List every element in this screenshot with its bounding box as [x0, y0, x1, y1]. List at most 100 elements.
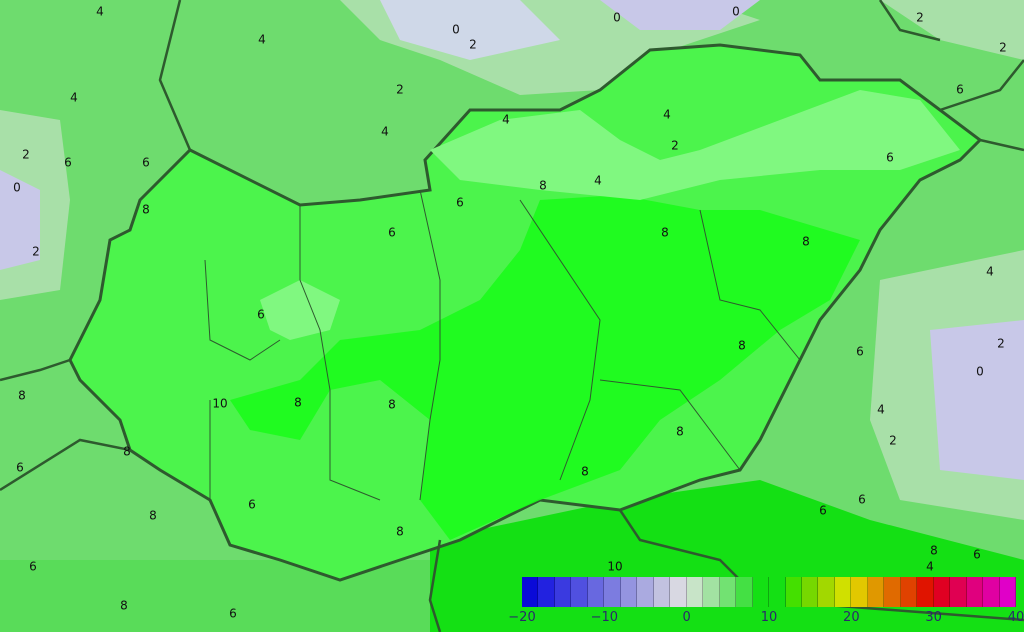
contour-label: 4	[70, 91, 78, 105]
colorbar-segment	[933, 577, 951, 607]
colorbar-segment	[752, 577, 770, 607]
contour-label: 10	[607, 560, 622, 574]
contour-label: 8	[294, 396, 302, 410]
colorbar-segment	[522, 577, 539, 607]
contour-label: 8	[802, 235, 810, 249]
contour-label: 2	[22, 148, 30, 162]
contour-label: 4	[258, 33, 266, 47]
contour-label: 8	[581, 465, 589, 479]
colorbar-tick-label: 30	[925, 610, 942, 625]
county-borders	[204, 189, 801, 501]
colorbar-segment	[538, 577, 555, 607]
colorbar-segment	[999, 577, 1017, 607]
colorbar-tick-label: 20	[843, 610, 860, 625]
contour-label: 6	[16, 461, 24, 475]
contour-label: 6	[456, 196, 464, 210]
contour-label: 6	[886, 151, 894, 165]
contour-label: 6	[819, 504, 827, 518]
colorbar-tick-label: 40	[1007, 610, 1024, 625]
contour-label: 4	[96, 5, 104, 19]
contour-label: 6	[388, 226, 396, 240]
colorbar-tick-label: −10	[590, 610, 619, 625]
contour-label: 0	[613, 11, 621, 25]
contour-label: 6	[229, 607, 237, 621]
colorbar-segment	[736, 577, 753, 607]
contour-label: 8	[120, 599, 128, 613]
contour-label: 4	[877, 403, 885, 417]
cool-patch-north	[430, 90, 960, 200]
contour-label: 6	[973, 548, 981, 562]
contour-label: 8	[388, 398, 396, 412]
contour-label: 6	[142, 156, 150, 170]
contour-label: 2	[916, 11, 924, 25]
contour-label: 0	[976, 365, 984, 379]
contour-label: 8	[738, 339, 746, 353]
contour-label: 4	[381, 125, 389, 139]
colorbar-segment	[818, 577, 835, 607]
colorbar-segment	[834, 577, 852, 607]
contour-label: 6	[858, 493, 866, 507]
colorbar-segment	[769, 577, 786, 607]
contour-label: 6	[956, 83, 964, 97]
colorbar-segment	[719, 577, 737, 607]
contour-label: 8	[539, 179, 547, 193]
contour-label: 6	[856, 345, 864, 359]
colorbar-segment	[571, 577, 588, 607]
contour-label: 4	[663, 108, 671, 122]
contour-label: 4	[594, 174, 602, 188]
contour-label: 8	[930, 544, 938, 558]
contour-label: 8	[123, 445, 131, 459]
colorbar-segment	[983, 577, 1000, 607]
contour-label: 8	[396, 525, 404, 539]
contour-label: 6	[64, 156, 72, 170]
colorbar-segment	[884, 577, 901, 607]
contour-label: 0	[13, 181, 21, 195]
contour-label: 10	[212, 397, 227, 411]
contour-label: 2	[469, 38, 477, 52]
contour-label: 0	[732, 5, 740, 19]
contour-label: 2	[997, 337, 1005, 351]
contour-label: 8	[18, 389, 26, 403]
contour-label: 0	[452, 23, 460, 37]
contour-label: 4	[926, 560, 934, 574]
contour-label: 8	[149, 509, 157, 523]
warm-core	[230, 195, 860, 540]
colorbar-segment	[637, 577, 654, 607]
contour-label: 2	[889, 434, 897, 448]
contour-label: 2	[32, 245, 40, 259]
colorbar-segment	[604, 577, 621, 607]
contour-label: 8	[142, 203, 150, 217]
colorbar-segment	[801, 577, 819, 607]
contour-label: 6	[257, 308, 265, 322]
colorbar-segment	[917, 577, 934, 607]
colorbar	[522, 577, 1017, 607]
contour-label: 6	[29, 560, 37, 574]
colorbar-tick-label: 10	[760, 610, 778, 625]
colorbar-segment	[670, 577, 687, 607]
colorbar-tick-label: 0	[682, 610, 691, 625]
contour-label: 8	[676, 425, 684, 439]
colorbar-segment	[900, 577, 918, 607]
contour-label: 2	[671, 139, 679, 153]
contour-label: 2	[396, 83, 404, 97]
colorbar-segment	[703, 577, 720, 607]
colorbar-segment	[587, 577, 605, 607]
cool-patch-west	[260, 280, 340, 340]
colorbar-ticks: −20 −10 0 10 20 30 40	[508, 610, 1024, 628]
contour-label: 4	[502, 113, 510, 127]
colorbar-segment	[966, 577, 984, 607]
contour-label: 8	[661, 226, 669, 240]
colorbar-tick-label: −20	[508, 610, 536, 625]
colorbar-segment	[653, 577, 671, 607]
colorbar-segment	[785, 577, 802, 607]
colorbar-segment	[950, 577, 967, 607]
contour-label: 2	[999, 41, 1007, 55]
contour-label: 6	[248, 498, 256, 512]
colorbar-segment	[620, 577, 638, 607]
colorbar-segment	[554, 577, 572, 607]
contour-label: 4	[986, 265, 994, 279]
colorbar-segment	[851, 577, 868, 607]
colorbar-segment	[686, 577, 704, 607]
